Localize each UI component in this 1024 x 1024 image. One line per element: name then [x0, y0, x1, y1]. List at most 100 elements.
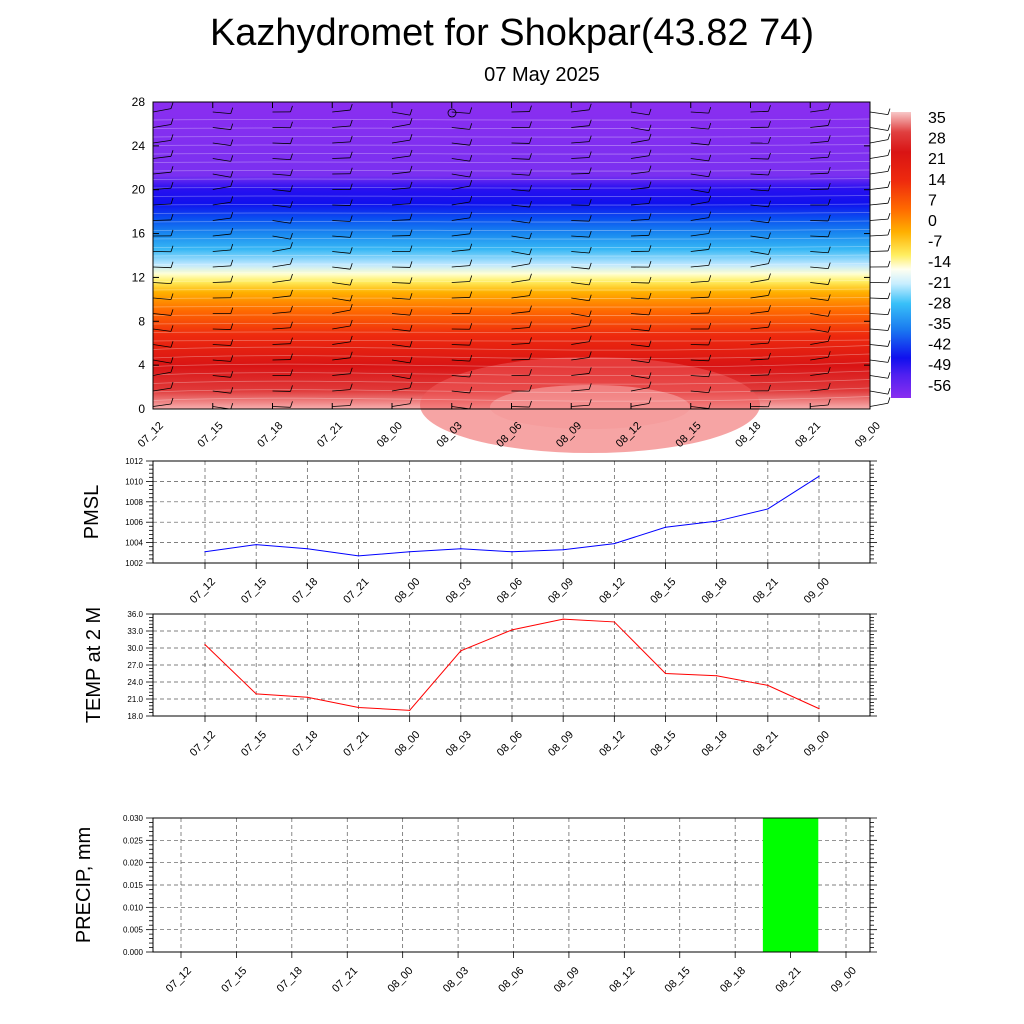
- x-tick-label: 09_00: [853, 420, 883, 450]
- y-tick-label: 30.0: [127, 644, 143, 653]
- wind-barb-flag: [887, 212, 891, 220]
- vertical-temperature-panel: 0 4 8 12 16 20 24 28 07_12 07_15 07_18 07_21 08_00 08…: [132, 95, 891, 453]
- colorbar-label: 28: [928, 131, 946, 148]
- wind-barb-flag: [230, 107, 234, 114]
- wind-barb-flag: [648, 149, 652, 156]
- x-tick-label: 09_00: [829, 965, 859, 995]
- wind-barb-flag: [768, 352, 771, 360]
- wind-barb-flag: [230, 180, 234, 187]
- data-point: [767, 684, 769, 687]
- contour: [152, 118, 871, 121]
- wind-barb: [750, 158, 769, 160]
- wind-barb: [630, 234, 650, 237]
- wind-barb-flag: [648, 197, 652, 204]
- wind-barb: [630, 111, 650, 116]
- wind-barb: [810, 172, 829, 175]
- wind-barb: [750, 110, 769, 113]
- wind-barb-flag: [648, 397, 652, 404]
- wind-barb: [690, 201, 709, 206]
- wind-barb-flag: [768, 400, 771, 407]
- contour: [152, 297, 871, 300]
- wind-barb-flag: [170, 197, 174, 205]
- wind-barb: [451, 142, 470, 146]
- wind-barb: [630, 403, 650, 407]
- data-point: [613, 621, 615, 623]
- x-tick-label: 07_12: [188, 576, 218, 606]
- wind-barb: [511, 295, 530, 299]
- wind-barb: [571, 325, 590, 330]
- contour: [152, 314, 871, 317]
- wind-barb: [630, 187, 650, 190]
- wind-barb: [750, 220, 769, 224]
- wind-barb-flag: [170, 261, 174, 268]
- wind-barb-flag: [588, 103, 592, 110]
- wind-barb: [332, 282, 351, 286]
- wind-barb-flag: [768, 257, 771, 264]
- wind-barb-flag: [529, 369, 532, 376]
- wind-barb: [451, 249, 470, 252]
- y-tick-label: 21.0: [127, 695, 143, 704]
- wind-barb: [332, 297, 351, 302]
- contour: [152, 127, 871, 130]
- wind-barb-flag: [887, 372, 891, 379]
- wind-barb: [869, 234, 889, 237]
- grid-lines: [153, 461, 870, 563]
- wind-barb-flag: [827, 335, 831, 342]
- wind-barb-flag: [887, 308, 891, 315]
- wind-barb-flag: [708, 211, 712, 218]
- wind-barb: [391, 375, 411, 380]
- x-tick-label: 07_12: [188, 729, 218, 759]
- y-tick-label: 16: [132, 227, 146, 241]
- wind-barb-flag: [469, 107, 473, 114]
- colorbar-label: 7: [928, 192, 937, 209]
- x-tick-label: 08_00: [392, 576, 422, 606]
- wind-barb: [750, 310, 769, 314]
- wind-barb: [869, 202, 889, 206]
- wind-barb: [332, 220, 351, 222]
- wind-barb: [690, 173, 709, 178]
- wind-barb: [391, 282, 411, 284]
- y-tick-label: 0.020: [123, 859, 144, 868]
- x-tick-label: 07_21: [315, 420, 345, 450]
- wind-barb-flag: [887, 387, 891, 395]
- wind-barb-flag: [768, 336, 771, 344]
- wind-barb: [152, 203, 172, 206]
- wind-barb-flag: [648, 108, 652, 115]
- wind-barb: [451, 297, 470, 299]
- wind-barb-flag: [887, 228, 891, 236]
- x-tick-label: 08_06: [495, 729, 525, 759]
- y-tick-label: 1012: [125, 457, 143, 466]
- wind-barb-flag: [529, 385, 532, 392]
- wind-barb-flag: [409, 134, 413, 141]
- wind-barb-flag: [170, 356, 174, 364]
- wind-barb: [869, 359, 889, 363]
- wind-barb: [869, 328, 889, 331]
- wind-barb: [511, 279, 530, 283]
- data-point: [664, 526, 667, 528]
- wind-barb: [152, 344, 172, 348]
- wind-barb-flag: [290, 305, 293, 312]
- y-tick-label: 1010: [125, 477, 143, 486]
- wind-barb: [869, 170, 889, 175]
- wind-barb: [690, 406, 709, 409]
- wind-barb: [152, 297, 172, 300]
- wind-barb: [630, 127, 650, 132]
- wind-barb-flag: [290, 337, 293, 344]
- y-tick-label: 18.0: [127, 712, 143, 721]
- contour: [152, 396, 871, 402]
- wind-barb-flag: [588, 167, 592, 174]
- y-tick-label: 1004: [125, 539, 143, 548]
- wind-barb: [152, 387, 172, 392]
- wind-barb-flag: [887, 397, 891, 404]
- wind-barb-flag: [290, 258, 293, 265]
- wind-barb-flag: [290, 169, 293, 176]
- colorbar: 35 28 21 14 7 0 -7 -14 -21 -28 -35 -42 -49 -56: [891, 110, 951, 398]
- wind-barb: [332, 157, 351, 159]
- wind-barb-flag: [768, 248, 771, 255]
- wind-barb-flag: [529, 105, 532, 112]
- x-tick-label: 08_21: [751, 576, 781, 606]
- wind-barb: [152, 403, 172, 407]
- wind-barb: [391, 328, 411, 332]
- wind-barb: [152, 313, 172, 316]
- wind-barb-flag: [409, 356, 413, 363]
